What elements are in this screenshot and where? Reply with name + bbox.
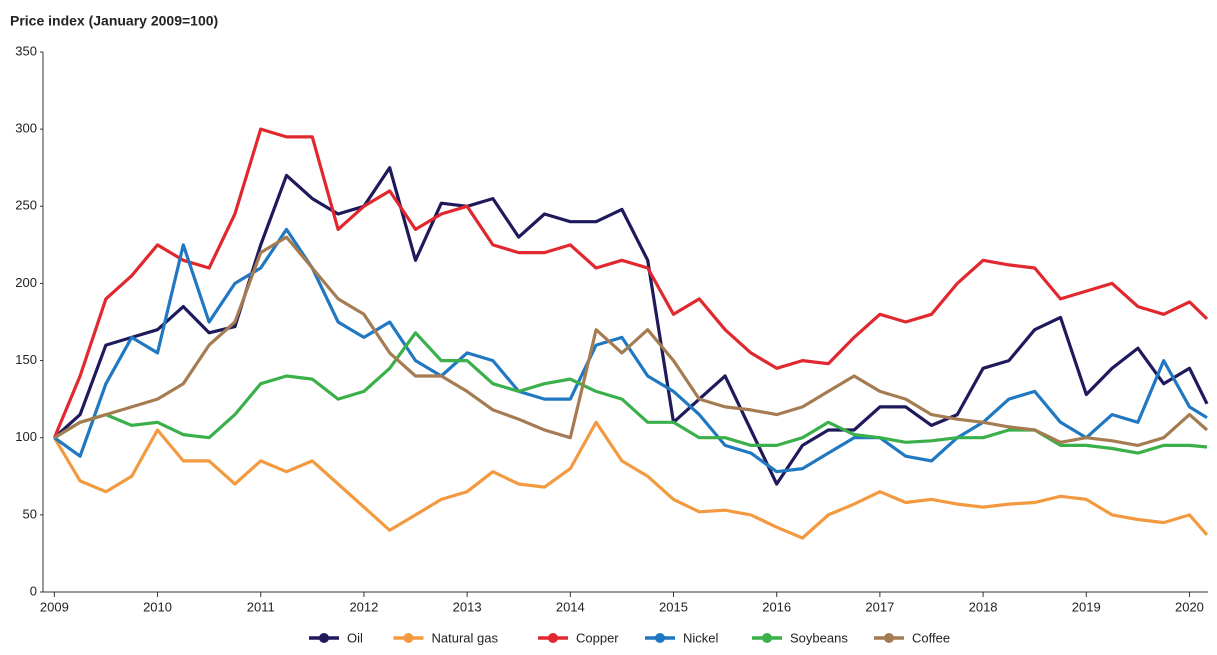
x-tick-label: 2020 [1175, 599, 1204, 614]
y-tick-label: 0 [30, 583, 37, 598]
chart-title: Price index (January 2009=100) [10, 13, 218, 29]
legend-label: Oil [347, 630, 363, 645]
y-tick-label: 350 [15, 43, 37, 58]
legend-marker [762, 633, 772, 643]
x-tick-label: 2015 [659, 599, 688, 614]
series-line [53, 227, 1208, 474]
legend-marker [403, 633, 414, 643]
y-tick-label: 250 [15, 198, 37, 213]
x-tick-label: 2017 [865, 599, 894, 614]
series-line [53, 166, 1209, 486]
x-tick-label: 2018 [969, 599, 998, 614]
legend-label: Nickel [683, 630, 719, 645]
series-line [52, 127, 1209, 439]
x-tick-label: 2011 [247, 599, 275, 614]
y-tick-label: 150 [15, 352, 37, 367]
legend-marker [655, 633, 665, 643]
legend-label: Soybeans [790, 630, 848, 645]
series-line [53, 235, 1209, 447]
legend-marker [319, 633, 329, 643]
y-tick-label: 200 [15, 275, 37, 290]
x-tick-label: 2016 [762, 599, 791, 614]
x-tick-label: 2010 [143, 599, 172, 614]
x-tick-label: 2019 [1072, 599, 1101, 614]
x-tick-label: 2012 [349, 599, 378, 614]
legend-label: Copper [576, 630, 619, 645]
legend-label: Natural gas [432, 630, 499, 645]
y-tick-label: 300 [15, 121, 37, 136]
y-tick-label: 100 [15, 429, 37, 444]
x-tick-label: 2013 [453, 599, 482, 614]
legend-label: Coffee [912, 630, 950, 645]
x-tick-label: 2014 [556, 599, 585, 614]
y-tick-label: 50 [23, 506, 37, 521]
series-line [53, 420, 1209, 540]
x-tick-label: 2009 [40, 599, 69, 614]
legend-marker [548, 633, 558, 643]
legend-marker [884, 633, 894, 643]
